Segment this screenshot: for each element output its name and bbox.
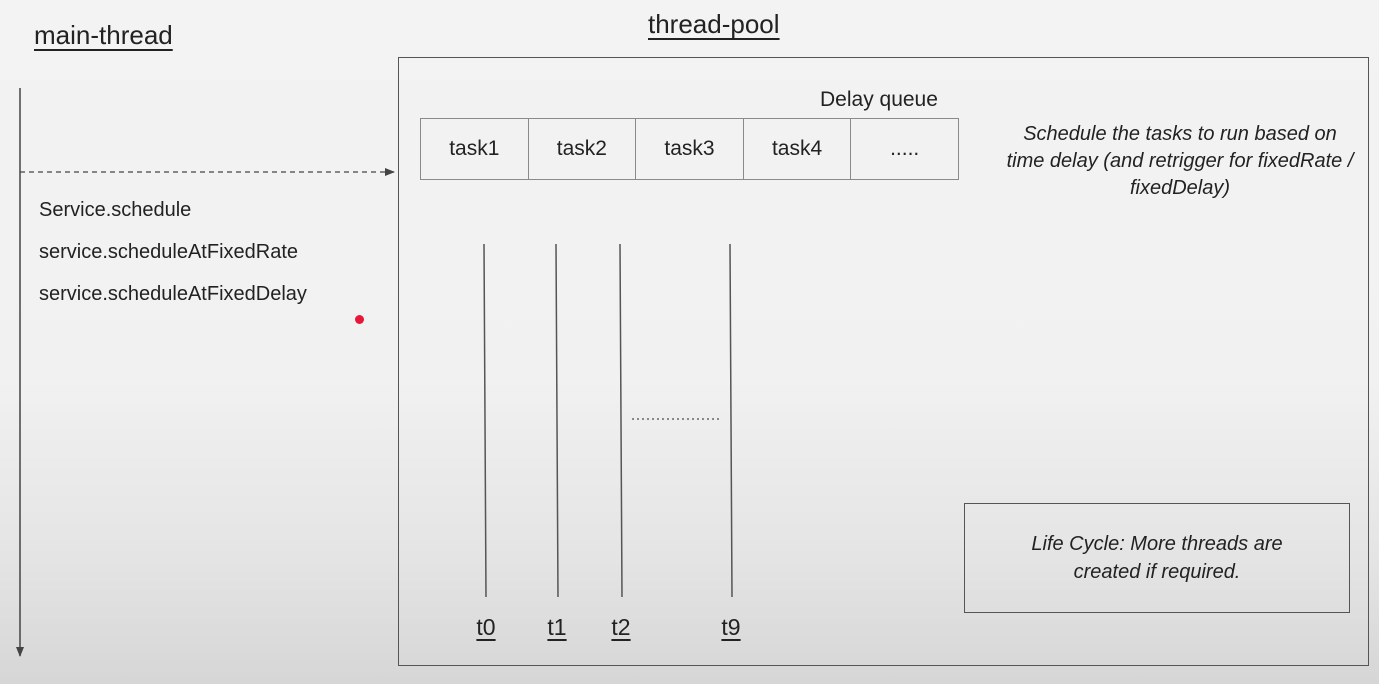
thread-line-t1 — [555, 243, 559, 598]
queue-cell-task3: task3 — [636, 119, 744, 179]
delay-queue: task1 task2 task3 task4 ..... — [420, 118, 959, 180]
method-schedule-at-fixed-delay: service.scheduleAtFixedDelay — [39, 283, 307, 305]
queue-cell-task1: task1 — [421, 119, 529, 179]
thread-label-t2: t2 — [611, 614, 631, 640]
delay-queue-title: Delay queue — [820, 88, 938, 111]
main-thread-title: main-thread — [34, 20, 173, 50]
schedule-note: Schedule the tasks to run based on time … — [1006, 123, 1354, 199]
thread-line-t9 — [729, 243, 733, 598]
lifecycle-note: Life Cycle: More threads are created if … — [1031, 533, 1283, 583]
pointer-dot — [355, 315, 364, 324]
thread-line-t0 — [483, 243, 487, 598]
queue-cell-task4: task4 — [744, 119, 852, 179]
thread-label-t1: t1 — [547, 614, 567, 640]
method-schedule-at-fixed-rate: service.scheduleAtFixedRate — [39, 241, 299, 263]
thread-pool-title: thread-pool — [648, 9, 780, 39]
thread-label-t9: t9 — [721, 614, 741, 640]
thread-pool-box — [398, 57, 1369, 666]
thread-line-t2 — [619, 243, 623, 598]
lifecycle-box: Life Cycle: More threads are created if … — [964, 503, 1350, 613]
queue-cell-more: ..... — [890, 137, 920, 160]
method-schedule: Service.schedule — [39, 199, 192, 221]
queue-cell-task2: task2 — [529, 119, 637, 179]
thread-label-t0: t0 — [476, 614, 496, 640]
